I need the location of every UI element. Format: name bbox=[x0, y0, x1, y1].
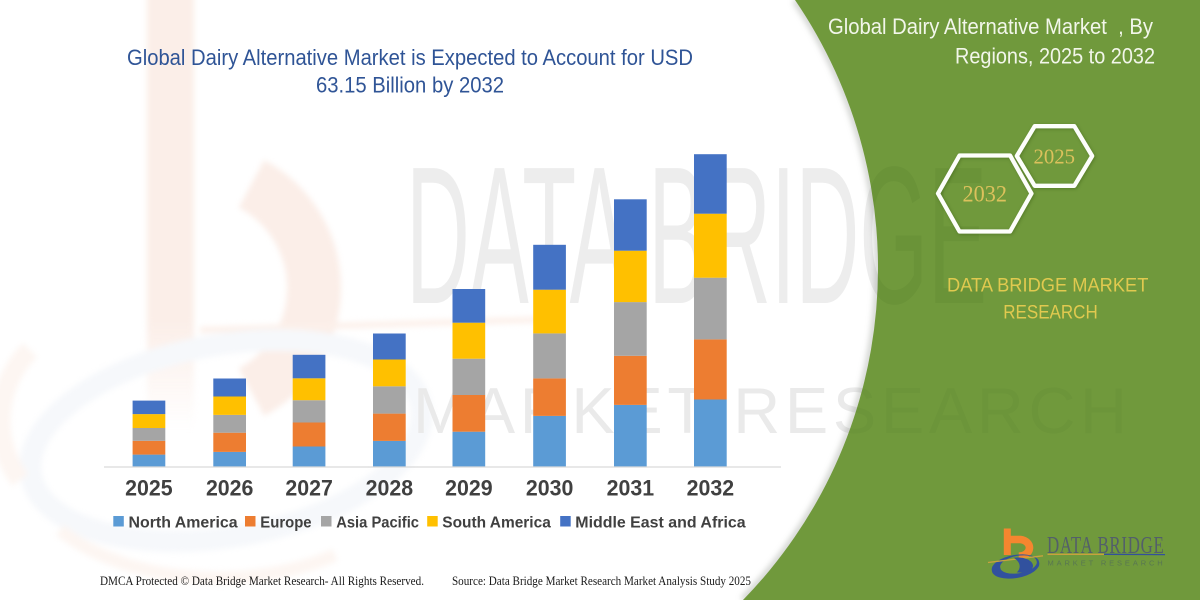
svg-text:Europe: Europe bbox=[260, 515, 311, 532]
svg-text:2028: 2028 bbox=[366, 476, 414, 501]
svg-text:North America: North America bbox=[129, 515, 238, 532]
svg-text:2027: 2027 bbox=[285, 476, 333, 501]
svg-text:Global Dairy Alternative Marke: Global Dairy Alternative Market , By bbox=[828, 14, 1153, 39]
svg-text:2029: 2029 bbox=[445, 476, 493, 501]
svg-text:2032: 2032 bbox=[963, 182, 1008, 207]
svg-text:2025: 2025 bbox=[125, 476, 173, 501]
svg-text:2026: 2026 bbox=[206, 476, 254, 501]
svg-text:DATA BRIDGE: DATA BRIDGE bbox=[1047, 533, 1165, 559]
svg-text:63.15 Billion by 2032: 63.15 Billion by 2032 bbox=[316, 73, 504, 98]
svg-text:Global Dairy Alternative Marke: Global Dairy Alternative Market is Expec… bbox=[127, 45, 693, 70]
svg-text:2032: 2032 bbox=[687, 476, 735, 501]
svg-text:Asia Pacific: Asia Pacific bbox=[336, 515, 419, 532]
svg-text:MARKET RESEARCH: MARKET RESEARCH bbox=[1048, 559, 1166, 568]
svg-text:2025: 2025 bbox=[1034, 145, 1076, 169]
svg-text:Middle East and Africa: Middle East and Africa bbox=[575, 515, 745, 532]
svg-text:DMCA Protected © Data Bridge M: DMCA Protected © Data Bridge Market Rese… bbox=[100, 574, 424, 588]
svg-text:Regions, 2025 to 2032: Regions, 2025 to 2032 bbox=[955, 44, 1155, 69]
svg-text:RESEARCH: RESEARCH bbox=[1003, 301, 1098, 323]
svg-text:DATA BRIDGE MARKET: DATA BRIDGE MARKET bbox=[947, 274, 1148, 296]
svg-text:Source: Data Bridge Market Res: Source: Data Bridge Market Research Mark… bbox=[452, 574, 751, 588]
svg-text:South America: South America bbox=[442, 515, 551, 532]
svg-text:2031: 2031 bbox=[607, 476, 655, 501]
svg-text:2030: 2030 bbox=[526, 476, 574, 501]
